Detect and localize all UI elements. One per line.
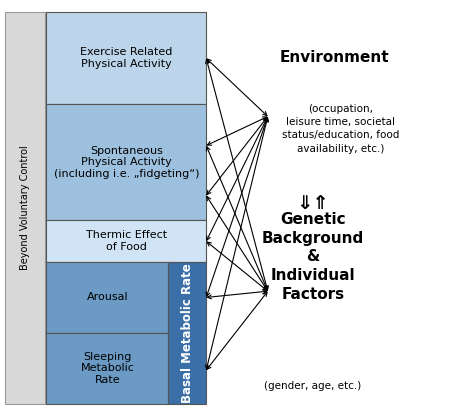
FancyBboxPatch shape xyxy=(46,12,206,104)
Text: Genetic
Background
&
Individual
Factors: Genetic Background & Individual Factors xyxy=(262,212,364,302)
FancyBboxPatch shape xyxy=(46,333,168,404)
FancyBboxPatch shape xyxy=(46,104,206,220)
Text: Sleeping
Metabolic
Rate: Sleeping Metabolic Rate xyxy=(81,352,134,385)
Text: Basal Metabolic Rate: Basal Metabolic Rate xyxy=(181,263,194,403)
Text: ⇓⇑: ⇓⇑ xyxy=(296,193,329,213)
Text: Thermic Effect
of Food: Thermic Effect of Food xyxy=(86,230,167,252)
Text: (occupation,
leisure time, societal
status/education, food
availability, etc.): (occupation, leisure time, societal stat… xyxy=(282,104,400,154)
Text: Spontaneous
Physical Activity
(including i.e. „fidgeting“): Spontaneous Physical Activity (including… xyxy=(54,146,199,179)
Text: Exercise Related
Physical Activity: Exercise Related Physical Activity xyxy=(80,47,173,69)
FancyBboxPatch shape xyxy=(46,220,206,262)
Text: Environment: Environment xyxy=(280,50,389,65)
Text: Beyond Voluntary Control: Beyond Voluntary Control xyxy=(20,146,30,270)
FancyBboxPatch shape xyxy=(168,262,206,404)
Text: Arousal: Arousal xyxy=(87,292,128,302)
FancyBboxPatch shape xyxy=(46,262,168,333)
FancyBboxPatch shape xyxy=(5,12,45,404)
Text: (gender, age, etc.): (gender, age, etc.) xyxy=(264,381,362,391)
